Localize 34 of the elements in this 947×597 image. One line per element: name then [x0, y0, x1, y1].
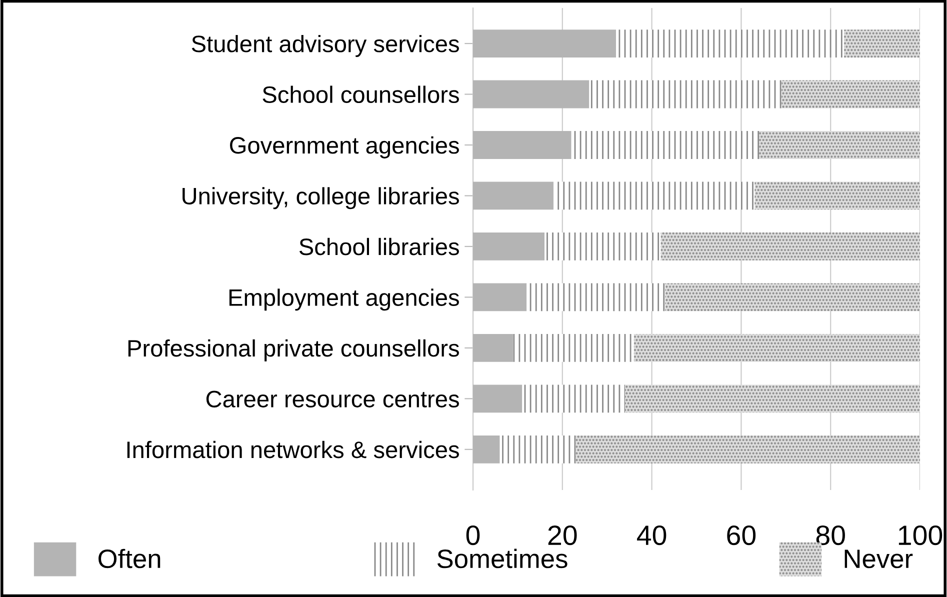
- x-tick-label: 0: [466, 525, 480, 546]
- y-tick-label: School counsellors: [262, 86, 459, 104]
- x-tick-label: 80: [816, 525, 845, 546]
- x-tick-label: 40: [636, 525, 666, 546]
- y-tick-label: University, college libraries: [182, 187, 459, 210]
- x-tick-label: 20: [548, 525, 577, 546]
- bar: [544, 232, 661, 260]
- x-tick-label: 100: [898, 525, 942, 546]
- bar: [571, 131, 760, 159]
- bar: [759, 131, 920, 159]
- bar: [634, 334, 920, 362]
- y-tick-label: Employment agencies: [229, 288, 459, 311]
- bar: [781, 80, 920, 108]
- legend-label: Never: [844, 550, 913, 568]
- legend-label: Sometimes: [437, 548, 568, 568]
- bar: [526, 283, 666, 312]
- bar: [844, 30, 920, 58]
- bar: [624, 384, 920, 413]
- bar: [522, 384, 625, 413]
- bar: [576, 435, 920, 464]
- bar: [660, 232, 920, 260]
- y-tick-label: Career resource centres: [206, 390, 459, 408]
- bar: [500, 435, 576, 464]
- bar: [754, 182, 920, 210]
- bar: [616, 30, 844, 58]
- y-tick-label: Student advisory services: [192, 34, 459, 57]
- y-tick-label: Professional private counsellors: [128, 339, 459, 362]
- y-tick-label: Information networks & services: [127, 440, 459, 458]
- y-tick-label: School libraries: [299, 238, 459, 256]
- x-tick-label: 60: [727, 525, 756, 546]
- legend-label: Often: [98, 548, 160, 568]
- bar: [665, 283, 920, 312]
- bar: [589, 80, 782, 108]
- y-tick-label: Government agencies: [230, 136, 459, 158]
